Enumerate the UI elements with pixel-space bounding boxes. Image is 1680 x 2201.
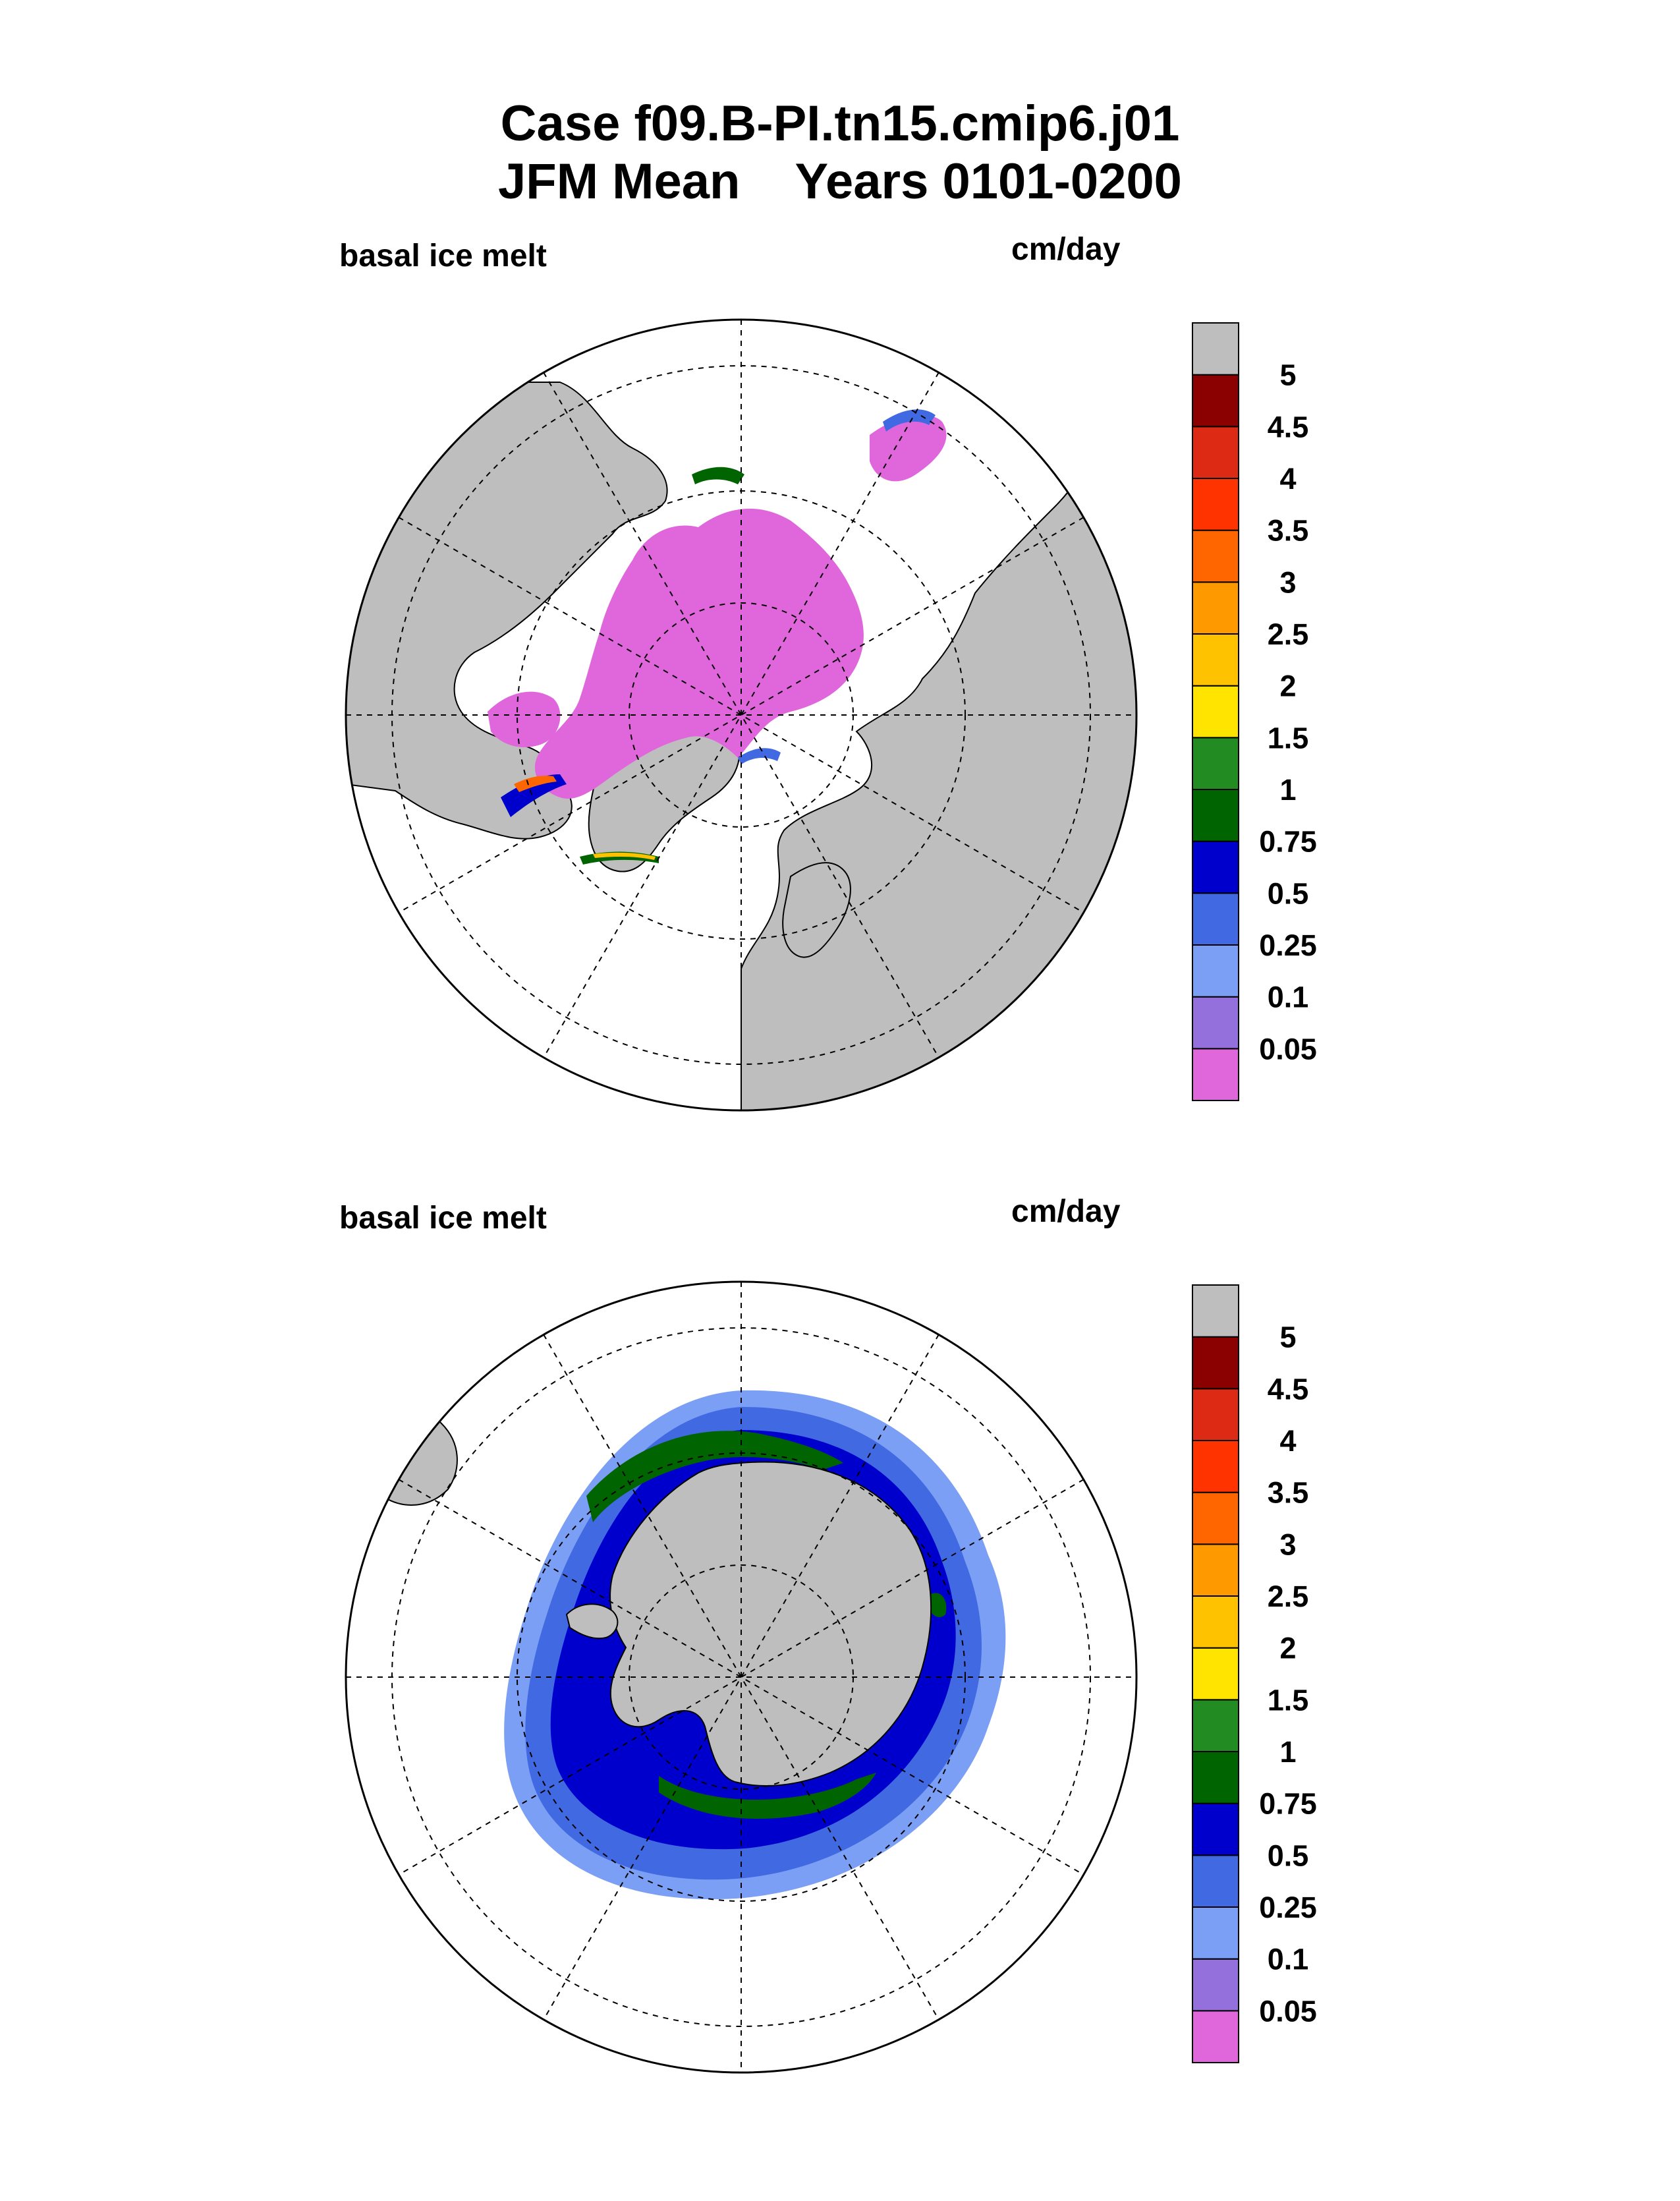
north-colorbar-label: 1 xyxy=(1279,773,1296,807)
south-colorbar-label: 4 xyxy=(1279,1424,1296,1458)
europe-land xyxy=(782,862,851,958)
south-colorbar-label: 1.5 xyxy=(1268,1683,1309,1717)
weddell-green-band xyxy=(659,1773,876,1819)
north-map-content xyxy=(346,320,1136,1110)
north-colorbar-label: 2.5 xyxy=(1268,617,1309,651)
south-map-content xyxy=(346,1282,1136,2072)
hudson-bay-ice xyxy=(488,691,561,747)
east-green-patch xyxy=(929,1593,947,1618)
okhotsk-band xyxy=(883,409,936,432)
north-colorbar-label: 1.5 xyxy=(1268,721,1309,755)
south-colorbar-box xyxy=(1192,1388,1239,1441)
south-colorbar-box xyxy=(1192,1906,1239,1960)
north-america-land xyxy=(346,382,668,840)
north-colorbar-box xyxy=(1192,840,1239,894)
north-colorbar-box xyxy=(1192,1048,1239,1102)
south-colorbar-label: 3.5 xyxy=(1268,1476,1309,1510)
north-colorbar-box xyxy=(1192,374,1239,428)
south-colorbar-box xyxy=(1192,1802,1239,1856)
north-colorbar-box xyxy=(1192,322,1239,376)
south-colorbar-box xyxy=(1192,1958,1239,2012)
south-colorbar-label: 0.05 xyxy=(1259,1994,1317,2028)
north-colorbar-box xyxy=(1192,944,1239,998)
north-colorbar-box xyxy=(1192,892,1239,946)
greenland-sea-hot xyxy=(593,852,656,860)
north-colorbar-box xyxy=(1192,478,1239,531)
south-graticule xyxy=(346,1282,1136,2072)
north-colorbar-box xyxy=(1192,426,1239,479)
south-colorbar-box xyxy=(1192,1647,1239,1701)
labrador-melt-hot xyxy=(514,776,557,792)
south-colorbar-label: 1 xyxy=(1279,1735,1296,1769)
south-colorbar: 0.05 0.1 0.25 0.5 0.75 1 1.5 2 2.5 3 3.5 4 4.5 5 xyxy=(1192,1284,1317,2064)
figure-title-period: JFM Mean Years 0101-0200 xyxy=(498,154,1182,210)
panel-north-units-label: cm/day xyxy=(1011,232,1121,267)
figure-title-case: Case f09.B-PI.tn15.cmip6.j01 xyxy=(500,96,1180,152)
pacific-green-band xyxy=(586,1431,843,1522)
barents-band xyxy=(738,748,781,764)
south-colorbar-label: 3 xyxy=(1279,1528,1296,1561)
south-colorbar-box xyxy=(1192,1284,1239,1338)
north-colorbar-label: 0.1 xyxy=(1268,981,1309,1014)
north-colorbar-box xyxy=(1192,789,1239,842)
south-colorbar-label: 2 xyxy=(1279,1632,1296,1665)
antarctica-land xyxy=(609,1461,932,1787)
panel-south-variable-label: basal ice melt xyxy=(339,1201,547,1236)
panel-north-variable-label: basal ice melt xyxy=(339,239,547,273)
north-colorbar-label: 5 xyxy=(1279,358,1296,392)
north-colorbar-label: 0.05 xyxy=(1259,1032,1317,1066)
north-graticule xyxy=(346,320,1136,1110)
south-colorbar-box xyxy=(1192,1440,1239,1493)
south-colorbar-box xyxy=(1192,2010,1239,2064)
south-colorbar-box xyxy=(1192,1854,1239,1908)
north-colorbar-label: 4.5 xyxy=(1268,410,1309,443)
south-colorbar-label: 4.5 xyxy=(1268,1372,1309,1406)
north-colorbar-box xyxy=(1192,737,1239,790)
north-colorbar-label: 0.25 xyxy=(1259,929,1317,962)
south-colorbar-box xyxy=(1192,1699,1239,1752)
antarctic-peninsula xyxy=(565,1603,619,1640)
south-colorbar-label: 0.25 xyxy=(1259,1891,1317,1924)
south-colorbar-box xyxy=(1192,1491,1239,1545)
south-colorbar-label: 0.1 xyxy=(1268,1943,1309,1976)
labrador-edge-band xyxy=(501,774,567,817)
south-colorbar-label: 5 xyxy=(1279,1321,1296,1354)
arctic-ice-region xyxy=(534,508,864,799)
north-colorbar-box xyxy=(1192,529,1239,583)
north-map-border xyxy=(345,318,1138,1112)
north-colorbar-label: 0.5 xyxy=(1268,876,1309,910)
south-map-border xyxy=(345,1280,1138,2074)
south-colorbar-box xyxy=(1192,1751,1239,1804)
south-colorbar-label: 0.5 xyxy=(1268,1839,1309,1872)
north-colorbar-box xyxy=(1192,996,1239,1050)
north-colorbar-box xyxy=(1192,685,1239,739)
panel-south-units-label: cm/day xyxy=(1011,1194,1121,1229)
bering-okhotsk-ice xyxy=(870,414,947,482)
panel-north-map: 0.05 0.1 0.25 0.5 0.75 1 1.5 2 2.5 3 3.5 4 4.5 5 xyxy=(345,318,1317,1112)
north-colorbar: 0.05 0.1 0.25 0.5 0.75 1 1.5 2 2.5 3 3.5 4 4.5 5 xyxy=(1192,322,1317,1102)
bering-band xyxy=(692,467,744,484)
north-colorbar-label: 2 xyxy=(1279,670,1296,703)
south-colorbar-label: 0.75 xyxy=(1259,1787,1317,1821)
south-colorbar-box xyxy=(1192,1543,1239,1597)
south-colorbar-box xyxy=(1192,1595,1239,1649)
south-colorbar-label: 2.5 xyxy=(1268,1580,1309,1613)
panel-south-map: 0.05 0.1 0.25 0.5 0.75 1 1.5 2 2.5 3 3.5 4 4.5 5 xyxy=(345,1280,1317,2074)
north-colorbar-label: 4 xyxy=(1279,462,1296,496)
south-colorbar-box xyxy=(1192,1336,1239,1390)
north-colorbar-label: 3.5 xyxy=(1268,514,1309,548)
north-colorbar-box xyxy=(1192,633,1239,687)
north-colorbar-label: 0.75 xyxy=(1259,825,1317,859)
north-colorbar-label: 3 xyxy=(1279,565,1296,599)
north-colorbar-box xyxy=(1192,581,1239,635)
